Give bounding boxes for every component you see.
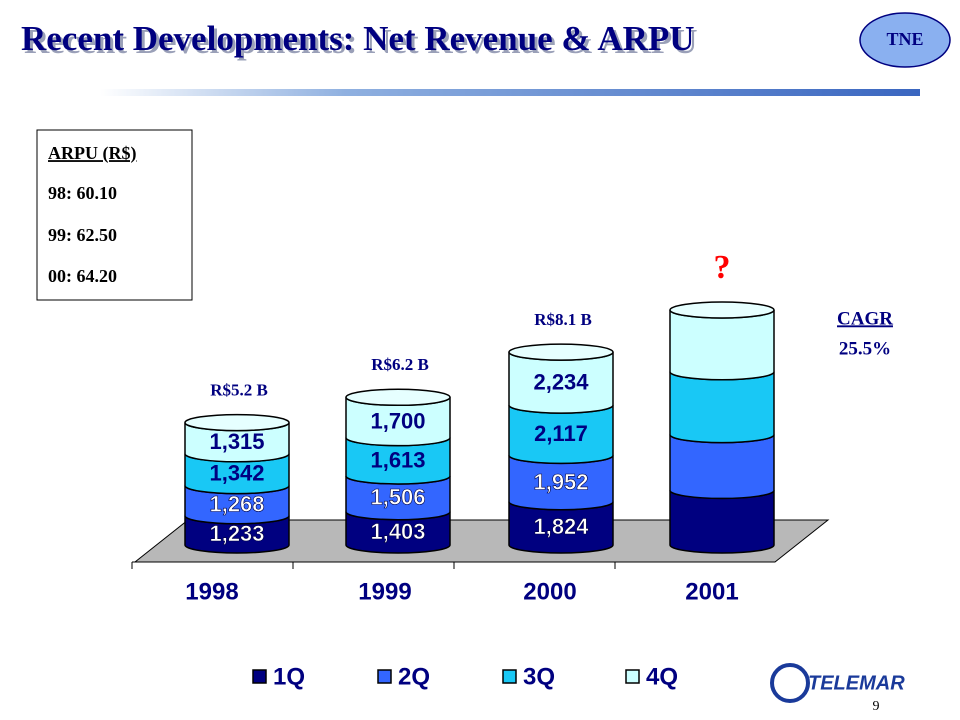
legend-label: 2Q [398,663,430,690]
bar-segment [669,490,775,554]
legend-swatch [252,669,267,684]
legend-label: 4Q [646,663,678,690]
data-label: 1,403 [370,519,425,544]
arpu-item: 00: 64.20 [48,266,117,286]
data-label: 1,824 [533,514,589,539]
data-label: 1,506 [370,485,425,510]
total-label: R$6.2 B [371,355,429,374]
slide-title: Recent Developments: Net Revenue & ARPU [21,19,695,58]
total-label: ? [714,249,731,286]
cagr-label: CAGR [837,308,893,329]
arpu-box [36,129,193,301]
arpu-item: 98: 60.10 [48,183,117,203]
title-shadow: Recent Developments: Net Revenue & ARPU [24,22,698,61]
x-tick-label: 2001 [685,578,738,605]
badge-text: TNE [886,29,923,49]
legend-swatch [502,669,517,684]
bar-segment [669,434,775,500]
data-label: 1,613 [370,448,425,473]
title-rule [100,89,920,96]
data-label: 2,234 [533,369,589,394]
bar-segment [669,371,775,444]
badge [859,12,951,68]
data-label: 1,700 [370,408,425,433]
x-tick-label: 1998 [185,578,238,605]
legend-swatch [377,669,392,684]
cagr-value: 25.5% [839,338,891,359]
bar-cap [669,301,775,319]
plot: 1998 1,233 1,268 1,342 1,315 R$5.2 B 1999 1,403… [131,249,775,690]
bar-segment [669,309,775,381]
legend-swatch [625,669,640,684]
data-label: 2,117 [534,421,588,446]
logo-icon [770,663,810,703]
bar-cap [508,343,614,361]
data-label: 1,342 [209,461,264,486]
arpu-item: 99: 62.50 [48,225,117,245]
data-label: 1,952 [533,469,588,494]
bar-cap [345,388,451,407]
data-label: 1,315 [209,429,264,454]
data-label: 1,268 [209,491,264,516]
page-number: 9 [873,699,880,714]
arpu-title: ARPU (R$) [48,143,136,164]
data-label: 1,233 [209,521,264,546]
total-label: R$5.2 B [210,380,268,399]
logo-text: TELEMAR [808,672,905,694]
legend-label: 3Q [523,663,555,690]
bar-cap [184,413,290,432]
x-tick-label: 1999 [358,578,411,605]
total-label: R$8.1 B [534,310,592,329]
x-tick-label: 2000 [523,578,576,605]
legend-label: 1Q [273,663,305,690]
